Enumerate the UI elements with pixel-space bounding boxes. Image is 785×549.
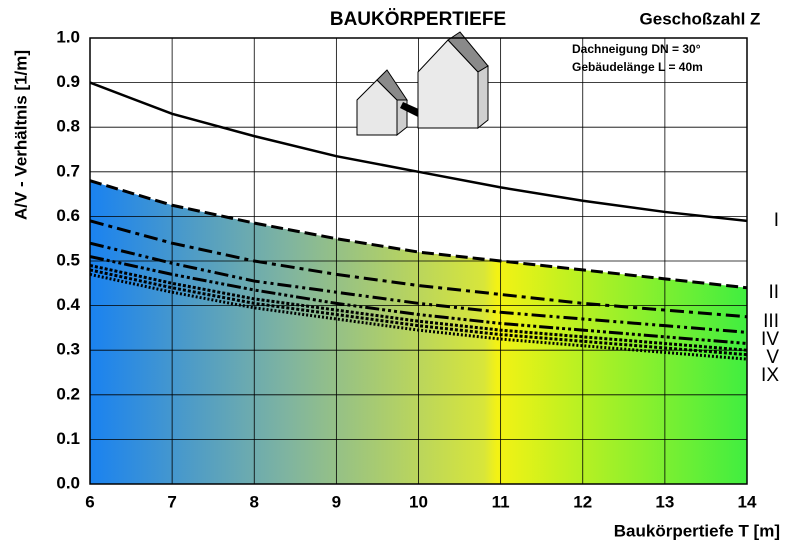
- series-label: V: [766, 347, 779, 368]
- series-label: IV: [761, 329, 779, 350]
- series-line: [89, 255, 748, 346]
- x-tick-label: 7: [167, 492, 176, 511]
- chart-title: BAUKÖRPERTIEFE: [330, 9, 506, 30]
- house-icon: [356, 31, 489, 137]
- series-line: [89, 268, 748, 357]
- y-tick-label: 0.2: [56, 384, 80, 403]
- plot-frame: [89, 37, 748, 485]
- series-label: III: [763, 311, 779, 332]
- y-tick-label: 0.8: [56, 117, 80, 136]
- y-tick-label: 1.0: [56, 27, 80, 46]
- x-tick-label: 11: [492, 492, 510, 511]
- series-line: [89, 272, 748, 361]
- series-label: IX: [761, 365, 779, 386]
- series-label: II: [768, 282, 779, 303]
- y-tick-label: 0.7: [56, 161, 80, 180]
- series-label: I: [774, 210, 779, 231]
- y-tick-label: 0.0: [56, 473, 80, 492]
- series-line: [89, 241, 748, 334]
- x-tick-label: 12: [573, 492, 592, 511]
- y-axis-label: A/V - Verhältnis [1/m]: [11, 50, 30, 220]
- x-tick-label: 14: [738, 492, 757, 511]
- series-line: [89, 179, 748, 290]
- y-tick-label: 0.6: [56, 206, 80, 225]
- annotation: Dachneigung DN = 30°: [572, 42, 701, 56]
- y-tick-label: 0.1: [56, 429, 80, 448]
- y-tick-label: 0.4: [56, 295, 80, 314]
- y-tick-label: 0.3: [56, 340, 80, 359]
- x-tick-label: 6: [85, 492, 94, 511]
- x-tick-label: 10: [409, 492, 428, 511]
- series-line: [89, 263, 748, 352]
- y-tick-label: 0.5: [56, 250, 80, 269]
- x-tick-label: 9: [332, 492, 341, 511]
- legend-title: Geschoßzahl Z: [640, 9, 761, 28]
- series-line: [89, 81, 748, 223]
- x-tick-label: 13: [655, 492, 674, 511]
- series-line: [89, 219, 748, 319]
- annotation: Gebäudelänge L = 40m: [572, 60, 703, 74]
- x-axis-label: Baukörpertiefe T [m]: [614, 521, 780, 540]
- y-tick-label: 0.9: [56, 72, 80, 91]
- x-tick-label: 8: [250, 492, 259, 511]
